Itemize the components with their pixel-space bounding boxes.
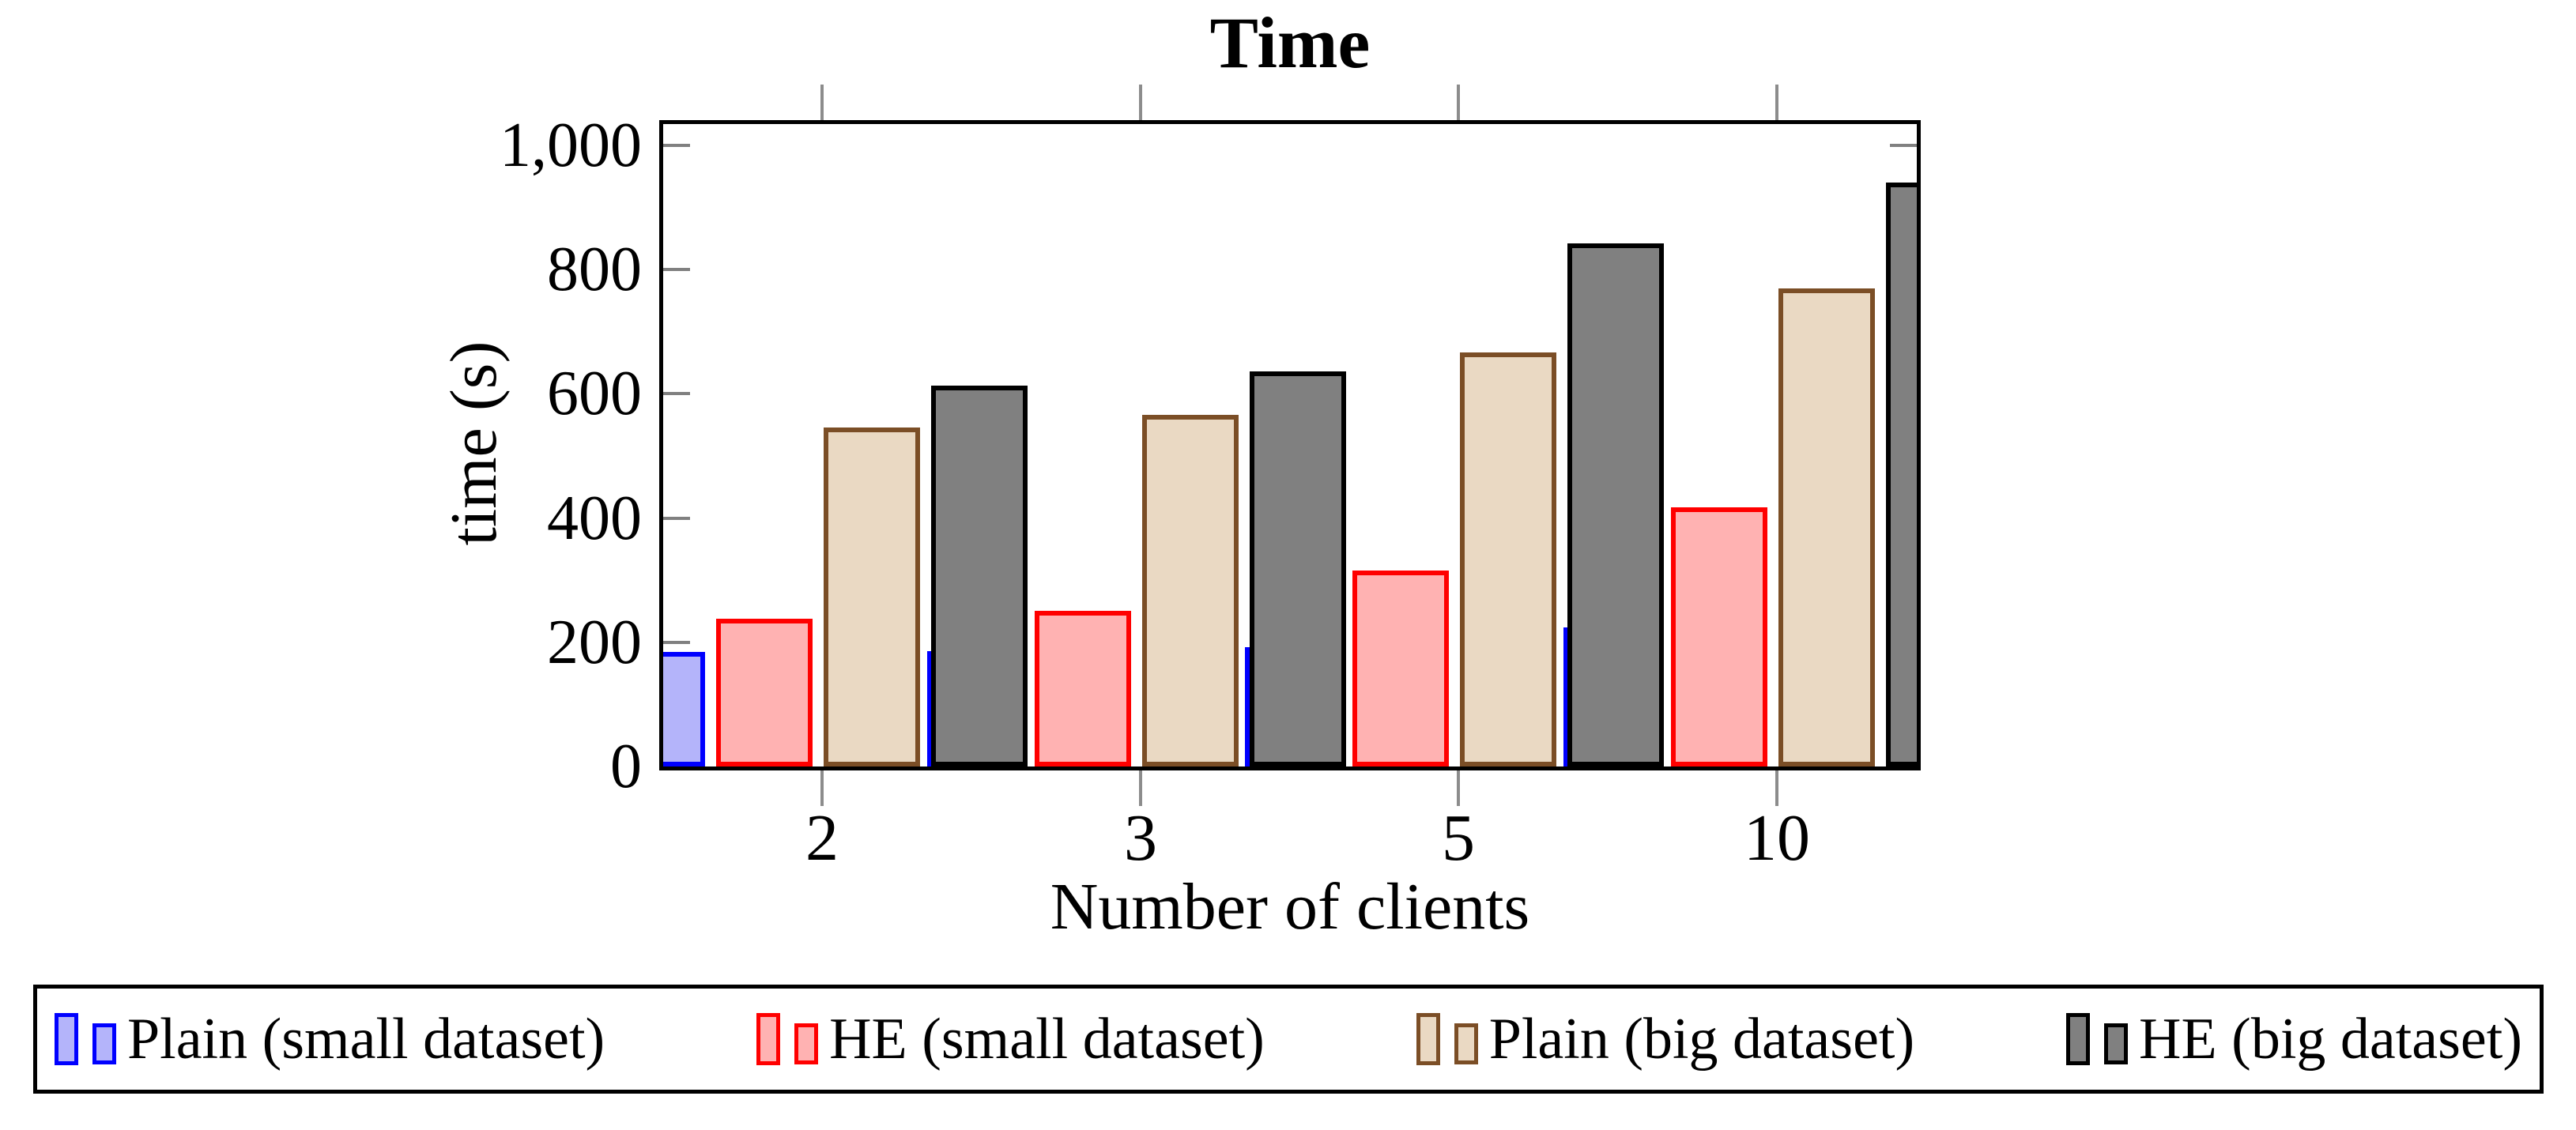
legend-mini-bar (1454, 1023, 1478, 1064)
legend-mini-bar (2066, 1013, 2091, 1065)
bar-series3-cat5 (1460, 352, 1556, 767)
x-tick-label: 5 (1442, 801, 1475, 875)
legend-swatch-icon (1416, 1013, 1478, 1065)
y-tick-label: 1,000 (500, 111, 642, 180)
x-axis-label: Number of clients (1050, 870, 1530, 944)
bar-series2-cat3 (1035, 611, 1131, 767)
bar-series4-cat10 (1886, 183, 1917, 767)
y-tick-mark (663, 516, 690, 520)
legend-label: Plain (big dataset) (1488, 1007, 1915, 1072)
legend-mini-bar (794, 1023, 819, 1064)
legend-mini-bar (55, 1013, 78, 1065)
y-tick-label: 600 (547, 359, 642, 429)
legend-mini-bar (756, 1013, 781, 1065)
x-tick-label: 3 (1124, 801, 1157, 875)
x-tick-label: 2 (805, 801, 839, 875)
legend-mini-bar (2104, 1023, 2129, 1064)
bar-series1-cat2 (663, 652, 705, 767)
x-tick-mark (1775, 770, 1778, 806)
legend-entry: HE (small dataset) (756, 1000, 1265, 1079)
x-tick-mark (820, 85, 824, 120)
bar-series4-cat2 (931, 386, 1028, 767)
bar-series3-cat3 (1142, 415, 1239, 767)
y-tick-label: 0 (610, 732, 642, 801)
y-tick-label: 800 (547, 235, 642, 305)
bar-series2-cat5 (1352, 571, 1449, 767)
bar-series4-cat3 (1250, 371, 1346, 767)
y-tick-label: 200 (547, 607, 642, 677)
bar-series3-cat10 (1778, 288, 1875, 767)
y-tick-mark (663, 268, 690, 272)
legend-mini-bar (92, 1023, 116, 1064)
x-tick-label: 10 (1744, 801, 1810, 875)
bar-series4-cat5 (1567, 243, 1664, 767)
y-tick-mark (663, 640, 690, 644)
legend-mini-bar (1416, 1013, 1440, 1065)
y-tick-mark (663, 392, 690, 396)
bar-series2-cat2 (716, 619, 813, 767)
x-tick-mark (1139, 770, 1142, 806)
chart-title: Time (1209, 2, 1371, 83)
legend-label: Plain (small dataset) (127, 1007, 605, 1072)
legend-entry: HE (big dataset) (2066, 1000, 2522, 1079)
x-tick-mark (1457, 770, 1460, 806)
x-tick-mark (1457, 85, 1460, 120)
legend-label: HE (big dataset) (2139, 1007, 2522, 1072)
plot-area (663, 124, 1917, 767)
legend-label: HE (small dataset) (829, 1007, 1265, 1072)
x-tick-mark (1139, 85, 1142, 120)
y-tick-label: 400 (547, 483, 642, 553)
x-tick-mark (1775, 85, 1778, 120)
legend: Plain (small dataset) HE (small dataset) P… (33, 985, 2544, 1094)
bar-series2-cat10 (1671, 507, 1767, 767)
x-tick-mark (820, 770, 824, 806)
y-tick-mark (663, 144, 690, 147)
legend-swatch-icon (756, 1013, 819, 1065)
legend-swatch-icon (55, 1013, 116, 1065)
bar-series3-cat2 (824, 428, 920, 767)
y-tick-mark (1890, 144, 1917, 147)
legend-entry: Plain (big dataset) (1416, 1000, 1914, 1079)
legend-entry: Plain (small dataset) (55, 1000, 605, 1079)
legend-swatch-icon (2066, 1013, 2129, 1065)
plot-frame (659, 120, 1921, 770)
